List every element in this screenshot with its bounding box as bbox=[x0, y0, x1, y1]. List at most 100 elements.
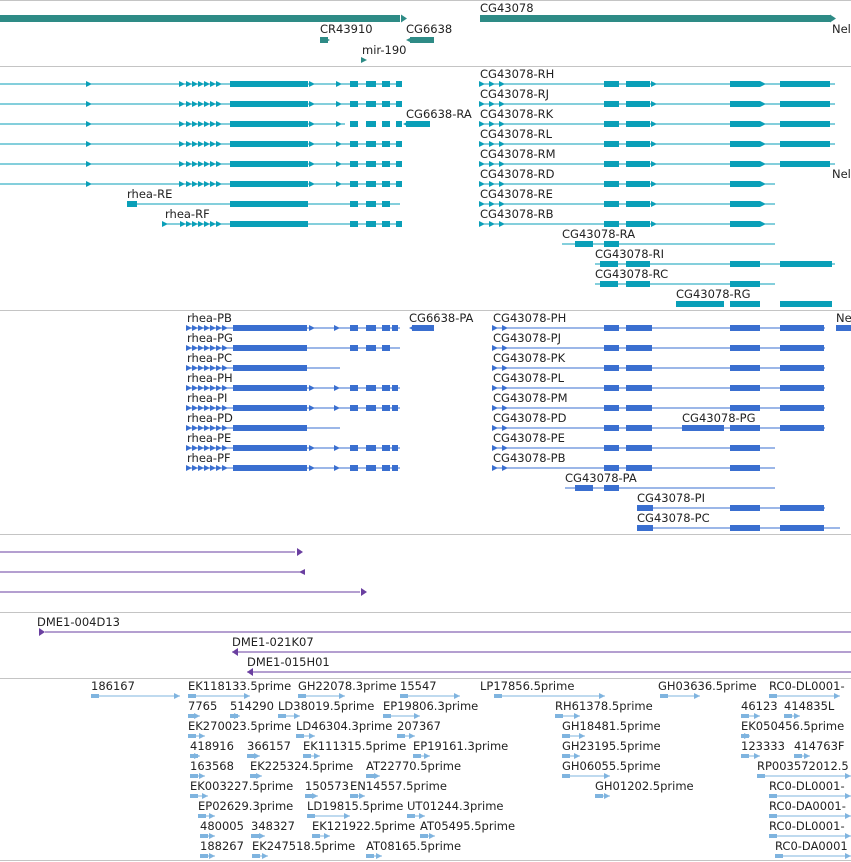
exon-block[interactable] bbox=[730, 281, 760, 287]
exon-block[interactable] bbox=[366, 465, 376, 471]
transcript-label[interactable]: CG43078-RK bbox=[480, 107, 554, 121]
exon-block[interactable] bbox=[600, 281, 618, 287]
exon-block[interactable] bbox=[730, 365, 760, 371]
est-block[interactable] bbox=[303, 754, 311, 758]
exon-block[interactable] bbox=[637, 525, 653, 531]
exon-block[interactable] bbox=[233, 345, 307, 351]
exon-block[interactable] bbox=[730, 425, 760, 431]
est-label[interactable]: UT01244.3prime bbox=[407, 799, 504, 813]
exon-block[interactable] bbox=[626, 385, 652, 391]
exon-block[interactable] bbox=[730, 345, 760, 351]
protein-label[interactable]: rhea-PC bbox=[187, 351, 233, 365]
exon-block[interactable] bbox=[350, 81, 358, 87]
protein-label[interactable]: rhea-PD bbox=[187, 411, 233, 425]
est-label[interactable]: GH01202.5prime bbox=[595, 779, 694, 793]
exon-block[interactable] bbox=[392, 385, 398, 391]
exon-block[interactable] bbox=[626, 345, 652, 351]
transcript-label[interactable]: CG43078-RH bbox=[480, 67, 555, 81]
est-block[interactable] bbox=[562, 774, 570, 778]
exon-block[interactable] bbox=[233, 325, 307, 331]
exon-block[interactable] bbox=[382, 121, 390, 127]
est-block[interactable] bbox=[278, 714, 286, 718]
est-block[interactable] bbox=[305, 794, 313, 798]
exon-block[interactable] bbox=[730, 101, 760, 107]
exon-block[interactable] bbox=[382, 161, 390, 167]
est-label[interactable]: LD19815.5prime bbox=[307, 799, 404, 813]
exon-block[interactable] bbox=[604, 485, 619, 491]
est-block[interactable] bbox=[188, 694, 196, 698]
exon-block[interactable] bbox=[366, 141, 376, 147]
est-label[interactable]: EK225324.5prime bbox=[250, 759, 354, 773]
exon-block[interactable] bbox=[575, 241, 593, 247]
exon-block[interactable] bbox=[230, 101, 308, 107]
est-label[interactable]: 418916 bbox=[190, 739, 234, 753]
exon-block[interactable] bbox=[604, 345, 619, 351]
protein-label[interactable]: rhea-PE bbox=[187, 431, 232, 445]
exon-block[interactable] bbox=[604, 81, 619, 87]
exon-block[interactable] bbox=[626, 425, 652, 431]
exon-block[interactable] bbox=[350, 465, 358, 471]
exon-block[interactable] bbox=[233, 445, 307, 451]
exon-block[interactable] bbox=[392, 465, 398, 471]
exon-block[interactable] bbox=[730, 141, 760, 147]
exon-block[interactable] bbox=[392, 325, 398, 331]
exon-block[interactable] bbox=[604, 201, 619, 207]
exon-block[interactable] bbox=[366, 385, 376, 391]
exon-block[interactable] bbox=[366, 221, 376, 227]
est-block[interactable] bbox=[190, 794, 198, 798]
exon-block[interactable] bbox=[626, 161, 650, 167]
exon-block[interactable] bbox=[780, 301, 832, 307]
protein-label[interactable]: CG43078-PH bbox=[493, 311, 567, 325]
exon-block[interactable] bbox=[780, 425, 824, 431]
gene-bar[interactable] bbox=[410, 37, 434, 43]
exon-block[interactable] bbox=[730, 525, 760, 531]
exon-block[interactable] bbox=[230, 221, 308, 227]
gene-label[interactable]: mir-190 bbox=[362, 43, 407, 57]
protein-label[interactable]: CG43078-PD bbox=[493, 411, 567, 425]
est-label[interactable]: EK111315.5prime bbox=[303, 739, 407, 753]
exon-block[interactable] bbox=[604, 221, 619, 227]
est-block[interactable] bbox=[769, 694, 777, 698]
est-label[interactable]: RC0-DL0001- bbox=[769, 819, 845, 833]
est-label[interactable]: 366157 bbox=[247, 739, 291, 753]
est-block[interactable] bbox=[794, 754, 802, 758]
exon-block[interactable] bbox=[626, 405, 652, 411]
exon-block[interactable] bbox=[233, 365, 307, 371]
exon-block[interactable] bbox=[350, 121, 358, 127]
protein-label[interactable]: CG43078-PG bbox=[682, 411, 756, 425]
est-block[interactable] bbox=[494, 694, 502, 698]
exon-block[interactable] bbox=[730, 121, 760, 127]
exon-block[interactable] bbox=[626, 141, 650, 147]
est-label[interactable]: AT22770.5prime bbox=[366, 759, 462, 773]
exon-block[interactable] bbox=[730, 465, 760, 471]
est-label[interactable]: LD46304.3prime bbox=[296, 719, 393, 733]
exon-block[interactable] bbox=[392, 445, 398, 451]
est-label[interactable]: RC0-DA0001- bbox=[769, 799, 846, 813]
exon-block[interactable] bbox=[382, 201, 390, 207]
exon-block[interactable] bbox=[637, 505, 653, 511]
transcript-label[interactable]: CG43078-RD bbox=[480, 167, 555, 181]
exon-block[interactable] bbox=[396, 221, 402, 227]
protein-label[interactable]: CG43078-PJ bbox=[493, 331, 562, 345]
est-block[interactable] bbox=[251, 834, 259, 838]
est-label[interactable]: EK118133.5prime bbox=[188, 679, 292, 693]
clone-label[interactable]: DME1-015H01 bbox=[247, 655, 330, 669]
exon-block[interactable] bbox=[230, 141, 308, 147]
est-block[interactable] bbox=[366, 854, 374, 858]
exon-block[interactable] bbox=[626, 281, 650, 287]
est-label[interactable]: EK247518.5prime bbox=[252, 839, 356, 853]
exon-block[interactable] bbox=[730, 81, 760, 87]
exon-block[interactable] bbox=[626, 101, 650, 107]
protein-label[interactable]: CG43078-PA bbox=[565, 471, 637, 485]
est-label[interactable]: 514290 bbox=[230, 699, 274, 713]
exon-block[interactable] bbox=[350, 385, 358, 391]
est-block[interactable] bbox=[769, 794, 777, 798]
gene-label[interactable]: Nel bbox=[832, 22, 851, 36]
est-label[interactable]: RC0-DL0001- bbox=[769, 679, 845, 693]
exon-block[interactable] bbox=[780, 261, 832, 267]
exon-block[interactable] bbox=[366, 325, 376, 331]
est-block[interactable] bbox=[407, 814, 415, 818]
est-block[interactable] bbox=[775, 854, 783, 858]
est-block[interactable] bbox=[769, 834, 777, 838]
exon-block[interactable] bbox=[382, 181, 390, 187]
